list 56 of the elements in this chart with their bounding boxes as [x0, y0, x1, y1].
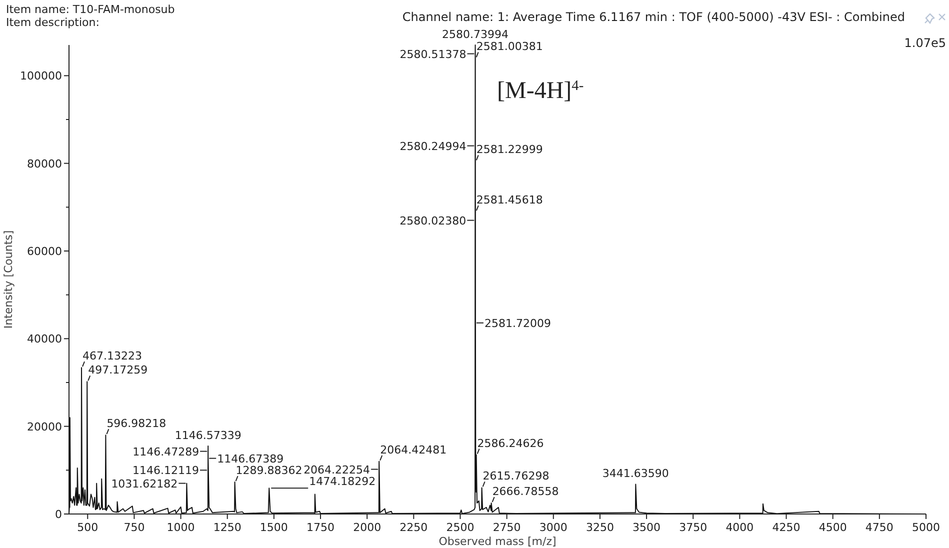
y-axis-title: Intensity [Counts]: [2, 230, 15, 329]
annotation: 2615.76298: [482, 470, 550, 483]
annotation: 497.17259: [88, 364, 148, 377]
annotation: [M-4H]$^{4-}$: [497, 78, 584, 104]
x-tick-label: 3750: [679, 521, 708, 534]
x-tick-label: 4000: [726, 521, 754, 534]
annotation: 2581.45618: [476, 194, 543, 207]
annotation: 467.13223: [82, 350, 142, 363]
annotation: 1146.47289: [132, 445, 200, 458]
x-axis-title: Observed mass [m/z]: [438, 535, 556, 548]
annotation: 3441.63590: [602, 467, 669, 480]
annotation: 2580.51378: [400, 48, 466, 61]
y-tick-label: 0: [55, 508, 62, 521]
y-tick-label: 80000: [27, 157, 62, 170]
x-tick-label: 4250: [772, 521, 800, 534]
x-tick-label: 5000: [912, 521, 940, 534]
y-tick-label: 20000: [27, 420, 62, 434]
annotation: 1289.88362: [236, 464, 302, 478]
annotation: 2580.24994: [400, 140, 466, 153]
annotation: 1146.57339: [174, 429, 242, 442]
annotation: 2580.73994: [442, 28, 509, 41]
y-tick-label: 60000: [27, 245, 62, 258]
chart-title: Item name: T10-FAM-monosub: [6, 3, 175, 16]
y-tick-label: 40000: [27, 332, 62, 346]
annotation: 2064.42481: [380, 443, 447, 456]
y-tick-label: 100000: [20, 70, 62, 83]
annotation: 2581.00381: [476, 40, 543, 54]
text: Channel name: 1: Average Time 6.1167 min : TOF (400-5000) -43V ESI- : Combined: [402, 10, 905, 24]
x-tick-label: 2000: [353, 521, 382, 534]
x-tick-label: 750: [124, 521, 145, 534]
annotation: 1.07e5: [904, 36, 946, 50]
annotation: 2586.24626: [477, 436, 544, 450]
annotation: 1146.67389: [217, 452, 284, 466]
annotation: 596.98218: [106, 417, 166, 430]
x-tick-label: 4750: [865, 521, 894, 534]
x-tick-label: 1750: [306, 521, 335, 534]
annotation: 2581.22999: [476, 143, 543, 156]
x-tick-label: 1500: [260, 521, 288, 534]
annotation: 2064.22254: [304, 463, 370, 476]
annotation: 2666.78558: [492, 485, 559, 498]
annotation: 1031.62182: [111, 477, 178, 490]
x-tick-label: 2500: [446, 521, 474, 534]
annotation: 1474.18292: [309, 475, 376, 488]
x-tick-label: 2750: [492, 521, 521, 534]
x-tick-label: 3500: [632, 521, 661, 534]
annotation: 1146.12119: [132, 464, 200, 478]
x-tick-label: 1000: [166, 521, 195, 534]
x-tick-label: 500: [77, 521, 98, 534]
chart-subtitle: Item description:: [6, 16, 100, 29]
x-tick-label: 3250: [586, 521, 614, 534]
x-tick-label: 4500: [818, 521, 847, 534]
annotation: 2580.02380: [400, 214, 466, 228]
x-tick-label: 1250: [213, 521, 242, 534]
annotation: 2581.72009: [484, 316, 551, 330]
x-tick-label: 3000: [539, 521, 568, 534]
x-tick-label: 2250: [400, 521, 428, 534]
